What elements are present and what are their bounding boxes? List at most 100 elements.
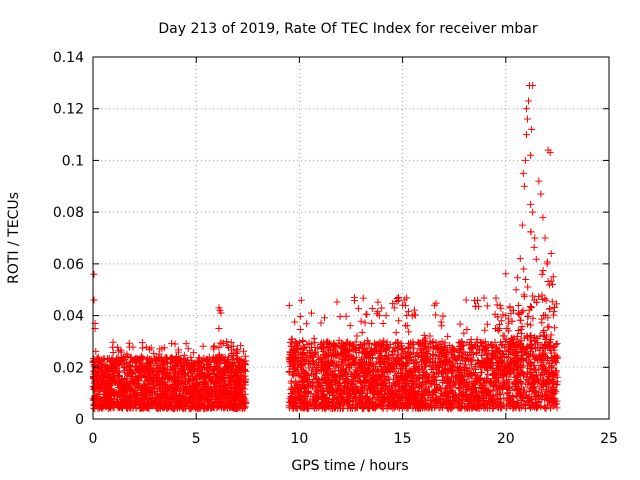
data-point bbox=[93, 356, 101, 364]
data-point bbox=[179, 393, 187, 401]
data-point bbox=[296, 312, 304, 320]
data-point bbox=[483, 302, 491, 310]
data-point bbox=[105, 390, 113, 398]
data-point bbox=[395, 317, 403, 325]
data-point bbox=[190, 391, 198, 399]
data-point bbox=[165, 372, 173, 380]
data-point bbox=[527, 321, 535, 329]
data-point bbox=[132, 390, 140, 398]
data-point bbox=[221, 403, 229, 411]
data-point bbox=[121, 380, 129, 388]
data-point bbox=[187, 396, 195, 404]
data-point bbox=[98, 361, 106, 369]
data-point bbox=[363, 310, 371, 318]
data-point bbox=[241, 360, 249, 368]
data-point bbox=[493, 301, 501, 309]
data-point bbox=[180, 351, 188, 359]
data-point bbox=[94, 390, 102, 398]
data-point bbox=[551, 324, 559, 332]
data-point bbox=[236, 392, 244, 400]
data-point bbox=[131, 395, 139, 403]
data-point bbox=[240, 347, 248, 355]
data-point bbox=[182, 399, 190, 407]
data-point bbox=[99, 355, 107, 363]
data-point bbox=[236, 377, 244, 385]
data-point bbox=[216, 339, 224, 347]
data-point bbox=[156, 361, 164, 369]
data-point bbox=[240, 385, 248, 393]
data-point bbox=[126, 394, 134, 402]
data-point bbox=[514, 274, 522, 282]
data-point bbox=[183, 363, 191, 371]
data-point bbox=[157, 393, 165, 401]
data-point bbox=[210, 342, 218, 350]
data-point bbox=[215, 372, 223, 380]
data-point bbox=[150, 349, 158, 357]
data-point bbox=[237, 342, 245, 350]
data-point bbox=[103, 380, 111, 388]
data-point bbox=[96, 374, 104, 382]
data-point bbox=[162, 365, 170, 373]
data-point bbox=[152, 355, 160, 363]
data-point bbox=[544, 323, 552, 331]
data-point bbox=[149, 366, 157, 374]
data-point bbox=[231, 370, 239, 378]
data-point bbox=[191, 373, 199, 381]
data-point bbox=[342, 312, 350, 320]
data-point bbox=[520, 291, 528, 299]
data-point bbox=[193, 379, 201, 387]
data-point bbox=[190, 381, 198, 389]
data-point bbox=[437, 318, 445, 326]
data-point bbox=[524, 312, 532, 320]
data-point bbox=[140, 393, 148, 401]
data-point bbox=[216, 373, 224, 381]
data-point bbox=[208, 355, 216, 363]
data-point bbox=[97, 367, 105, 375]
data-point bbox=[148, 396, 156, 404]
data-point bbox=[529, 292, 537, 300]
data-point bbox=[532, 255, 540, 263]
data-point bbox=[202, 355, 210, 363]
data-point bbox=[176, 401, 184, 409]
data-point bbox=[317, 319, 325, 327]
data-point bbox=[163, 398, 171, 406]
data-point bbox=[296, 325, 304, 333]
data-point bbox=[181, 402, 189, 410]
data-point bbox=[193, 357, 201, 365]
data-point bbox=[233, 356, 241, 364]
data-point bbox=[189, 403, 197, 411]
data-point bbox=[106, 398, 114, 406]
data-point bbox=[126, 388, 134, 396]
data-point bbox=[233, 388, 241, 396]
data-point bbox=[538, 270, 546, 278]
data-point bbox=[368, 305, 376, 313]
data-point bbox=[107, 356, 115, 364]
data-point bbox=[438, 322, 446, 330]
data-point bbox=[483, 320, 491, 328]
data-point bbox=[129, 343, 137, 351]
data-point bbox=[121, 367, 129, 375]
data-point bbox=[210, 345, 218, 353]
data-point bbox=[320, 314, 328, 322]
data-point bbox=[410, 311, 418, 319]
data-point bbox=[138, 371, 146, 379]
data-point bbox=[108, 368, 116, 376]
data-point bbox=[444, 332, 452, 340]
data-point bbox=[127, 399, 135, 407]
data-point bbox=[127, 354, 135, 362]
data-point bbox=[90, 370, 98, 378]
data-point bbox=[113, 354, 121, 362]
data-point bbox=[210, 362, 218, 370]
data-point bbox=[242, 367, 250, 375]
data-point bbox=[462, 296, 470, 304]
data-point bbox=[432, 299, 440, 307]
data-point bbox=[125, 339, 133, 347]
data-point bbox=[481, 326, 489, 334]
data-point bbox=[374, 298, 382, 306]
data-point bbox=[526, 303, 534, 311]
data-point bbox=[151, 356, 159, 364]
data-point bbox=[164, 391, 172, 399]
data-point bbox=[164, 372, 172, 380]
data-point bbox=[234, 355, 242, 363]
